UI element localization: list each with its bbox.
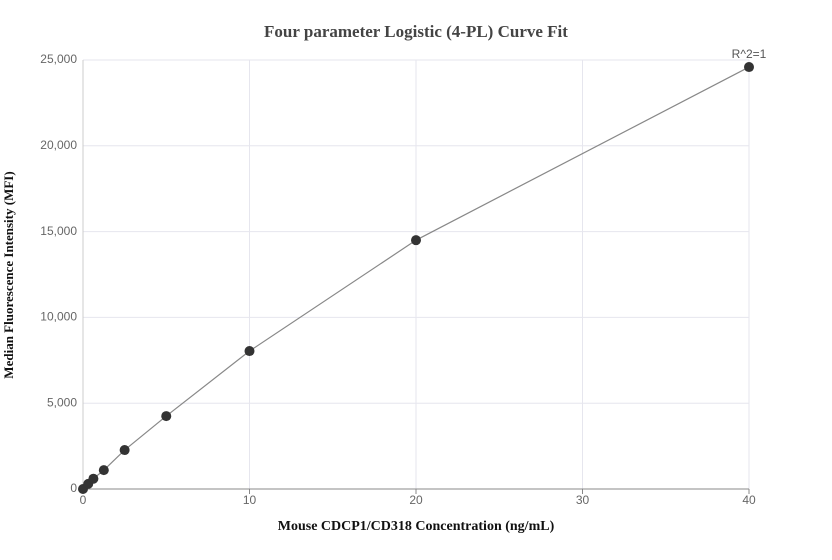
y-tick-label: 0 bbox=[70, 481, 77, 495]
chart-title: Four parameter Logistic (4-PL) Curve Fit bbox=[264, 22, 568, 41]
data-point bbox=[244, 346, 255, 357]
data-point bbox=[744, 62, 754, 73]
annotation: R^2=1 bbox=[732, 47, 767, 61]
y-tick-label: 10,000 bbox=[40, 310, 77, 324]
data-point bbox=[98, 465, 109, 476]
data-point bbox=[411, 235, 421, 246]
x-tick-label: 30 bbox=[576, 493, 590, 507]
x-tick-label: 20 bbox=[409, 493, 423, 507]
y-tick-label: 5,000 bbox=[47, 395, 77, 409]
y-axis-label: Median Fluorescence Intensity (MFI) bbox=[1, 171, 16, 378]
y-tick-label: 25,000 bbox=[40, 52, 77, 66]
x-tick-label: 0 bbox=[80, 493, 87, 507]
x-axis-label: Mouse CDCP1/CD318 Concentration (ng/mL) bbox=[278, 519, 555, 534]
x-tick-label: 40 bbox=[742, 493, 756, 507]
x-tick-label: 10 bbox=[243, 493, 257, 507]
data-point bbox=[119, 445, 130, 456]
data-point bbox=[161, 411, 172, 422]
data-point bbox=[88, 473, 99, 484]
y-tick-label: 20,000 bbox=[40, 138, 77, 152]
y-tick-label: 15,000 bbox=[40, 224, 77, 238]
